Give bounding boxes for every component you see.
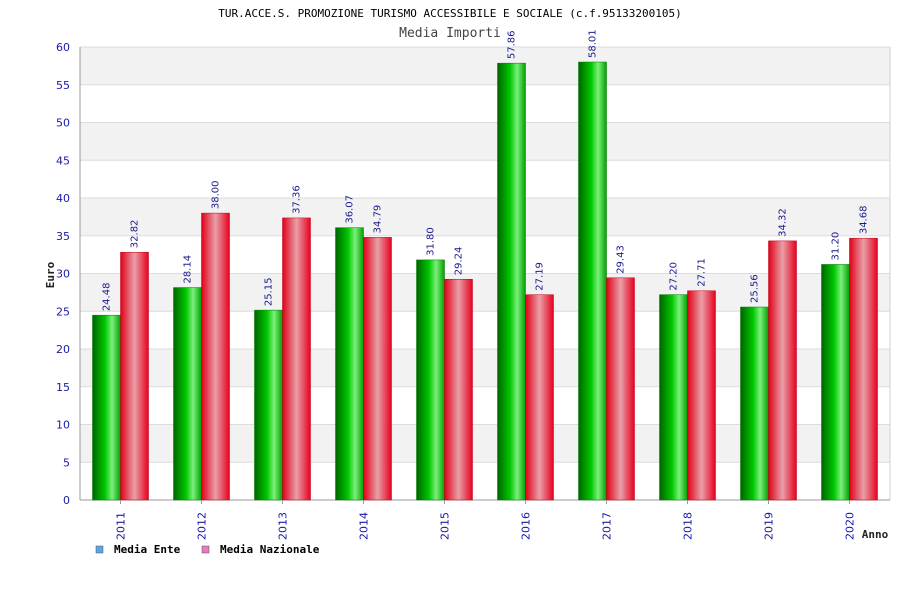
y-tick-label: 20 (56, 343, 70, 356)
bar (335, 227, 364, 501)
y-tick-label: 35 (56, 230, 70, 243)
data-label: 24.48 (102, 283, 113, 312)
x-tick-label: 2013 (277, 512, 290, 540)
bar (525, 294, 554, 501)
legend: Media Ente Media Nazionale (95, 543, 320, 556)
chart-subtitle: Media Importi (399, 26, 501, 41)
legend-label: Media Ente (114, 543, 181, 556)
y-tick-label: 60 (56, 41, 70, 54)
y-tick-label: 50 (56, 117, 70, 130)
x-tick-label: 2017 (601, 512, 614, 540)
data-label: 31.20 (831, 232, 842, 261)
data-label: 58.01 (588, 29, 599, 58)
data-label: 25.15 (264, 277, 275, 306)
grid-band (80, 84, 890, 123)
data-label: 27.71 (697, 258, 708, 287)
x-tick-label: 2016 (520, 512, 533, 540)
bar (606, 277, 635, 501)
bar (254, 309, 283, 501)
bar (173, 287, 202, 501)
bar (659, 294, 688, 501)
data-label: 36.07 (345, 195, 356, 224)
x-tick-label: 2014 (358, 512, 371, 540)
bar (578, 61, 607, 501)
y-tick-label: 30 (56, 268, 70, 281)
x-tick-label: 2012 (196, 512, 209, 540)
data-label: 29.24 (454, 247, 465, 276)
x-axis-label: Anno (862, 528, 889, 541)
data-label: 57.86 (507, 31, 518, 60)
data-label: 34.79 (373, 205, 384, 234)
y-tick-label: 15 (56, 381, 70, 394)
data-label: 31.80 (426, 227, 437, 256)
x-tick-label: 2015 (439, 512, 452, 540)
grid-band (80, 47, 890, 85)
data-label: 37.36 (292, 185, 303, 214)
bar (444, 278, 473, 501)
x-tick-label: 2018 (682, 512, 695, 540)
bar (201, 212, 230, 501)
bar (282, 217, 311, 501)
y-tick-label: 5 (63, 456, 70, 469)
grid-band (80, 122, 890, 161)
bar (416, 259, 445, 501)
y-tick-label: 40 (56, 192, 70, 205)
y-tick-label: 55 (56, 79, 70, 92)
x-tick-label: 2020 (844, 512, 857, 540)
data-label: 34.68 (859, 206, 870, 235)
data-label: 25.56 (750, 274, 761, 303)
legend-swatch (95, 545, 104, 554)
bar (821, 264, 850, 501)
bar (740, 306, 769, 501)
plot-area: 0 5 10 15 20 25 30 35 40 45 50 55 60 24.48 32.82 2011 28… (56, 29, 891, 540)
x-tick-label: 2019 (763, 512, 776, 540)
bar (768, 240, 797, 501)
data-label: 38.00 (211, 180, 222, 209)
chart-title: TUR.ACCE.S. PROMOZIONE TURISMO ACCESSIBI… (218, 7, 682, 20)
bar (120, 251, 149, 501)
y-tick-label: 45 (56, 154, 70, 167)
data-label: 28.14 (183, 255, 194, 284)
bar (497, 62, 526, 501)
y-axis-label: Euro (44, 261, 57, 288)
legend-swatch (201, 545, 210, 554)
bar (687, 290, 716, 501)
legend-label: Media Nazionale (220, 543, 320, 556)
y-tick-label: 0 (63, 494, 70, 507)
bar (363, 237, 392, 501)
bar (92, 314, 121, 501)
data-label: 27.20 (669, 262, 680, 291)
data-label: 32.82 (130, 220, 141, 249)
bar (849, 237, 878, 501)
x-tick-label: 2011 (115, 512, 128, 540)
y-tick-label: 25 (56, 305, 70, 318)
data-label: 29.43 (616, 245, 627, 274)
data-label: 34.32 (778, 208, 789, 237)
grid-band (80, 160, 890, 198)
data-label: 27.19 (535, 262, 546, 291)
y-tick-label: 10 (56, 419, 70, 432)
